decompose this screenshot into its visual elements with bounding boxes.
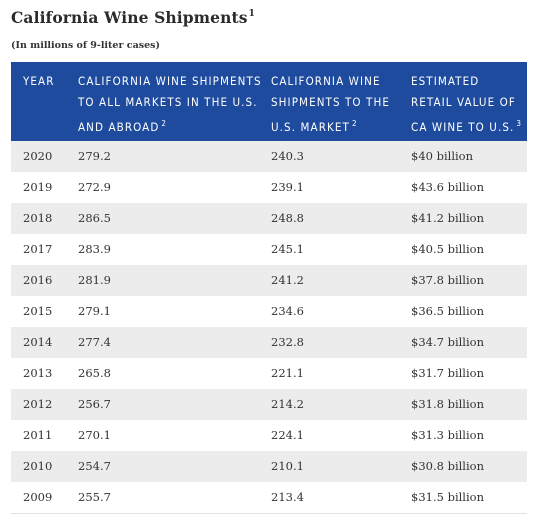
cell-year: 2020 xyxy=(23,149,53,163)
table-row: 2018 286.5 248.8 $41.2 billion xyxy=(11,203,527,234)
table-row: 2016 281.9 241.2 $37.8 billion xyxy=(11,265,527,296)
cell-year: 2011 xyxy=(23,428,53,442)
table-row: 2019 272.9 239.1 $43.6 billion xyxy=(11,172,527,203)
cell-retail-value: $40 billion xyxy=(411,149,474,163)
cell-us-market: 248.8 xyxy=(271,211,304,225)
table-row: 2010 254.7 210.1 $30.8 billion xyxy=(11,451,527,482)
table-row: 2011 270.1 224.1 $31.3 billion xyxy=(11,420,527,451)
cell-retail-value: $40.5 billion xyxy=(411,242,484,256)
column-header-year: YEAR xyxy=(23,74,55,88)
table-row: 2017 283.9 245.1 $40.5 billion xyxy=(11,234,527,265)
cell-retail-value: $34.7 billion xyxy=(411,335,484,349)
column-header-retail-value: ESTIMATED RETAIL VALUE OF CA WINE TO U.S… xyxy=(411,74,521,134)
cell-all-markets: 270.1 xyxy=(78,428,111,442)
cell-us-market: 234.6 xyxy=(271,304,304,318)
footnote-marker: 2 xyxy=(161,119,166,128)
cell-us-market: 210.1 xyxy=(271,459,304,473)
cell-retail-value: $36.5 billion xyxy=(411,304,484,318)
footnote-marker: 2 xyxy=(351,119,357,128)
table-row: 2009 255.7 213.4 $31.5 billion xyxy=(11,482,527,513)
cell-us-market: 221.1 xyxy=(271,366,304,380)
cell-all-markets: 281.9 xyxy=(78,273,111,287)
cell-us-market: 239.1 xyxy=(271,180,304,194)
cell-us-market: 241.2 xyxy=(271,273,304,287)
wine-shipments-table: YEAR CALIFORNIA WINE SHIPMENTS TO ALL MA… xyxy=(11,62,527,513)
footnote-marker: 3 xyxy=(516,119,521,128)
cell-us-market: 240.3 xyxy=(271,149,304,163)
cell-us-market: 213.4 xyxy=(271,490,304,504)
cell-all-markets: 265.8 xyxy=(78,366,111,380)
cell-year: 2016 xyxy=(23,273,53,287)
table-bottom-divider xyxy=(11,513,527,514)
cell-year: 2009 xyxy=(23,490,53,504)
page-title: California Wine Shipments1 xyxy=(11,8,255,27)
cell-all-markets: 279.1 xyxy=(78,304,111,318)
table-row: 2014 277.4 232.8 $34.7 billion xyxy=(11,327,527,358)
cell-retail-value: $31.5 billion xyxy=(411,490,484,504)
table-body: 2020 279.2 240.3 $40 billion 2019 272.9 239.1 $… xyxy=(11,141,527,513)
title-footnote: 1 xyxy=(248,9,255,19)
cell-retail-value: $31.8 billion xyxy=(411,397,484,411)
table-row: 2015 279.1 234.6 $36.5 billion xyxy=(11,296,527,327)
cell-year: 2017 xyxy=(23,242,53,256)
cell-all-markets: 283.9 xyxy=(78,242,111,256)
cell-all-markets: 272.9 xyxy=(78,180,111,194)
cell-year: 2015 xyxy=(23,304,53,318)
cell-us-market: 245.1 xyxy=(271,242,304,256)
cell-year: 2010 xyxy=(23,459,53,473)
cell-year: 2012 xyxy=(23,397,53,411)
cell-retail-value: $37.8 billion xyxy=(411,273,484,287)
cell-retail-value: $41.2 billion xyxy=(411,211,484,225)
table-row: 2020 279.2 240.3 $40 billion xyxy=(11,141,527,172)
cell-all-markets: 256.7 xyxy=(78,397,111,411)
cell-year: 2019 xyxy=(23,180,53,194)
cell-us-market: 232.8 xyxy=(271,335,304,349)
cell-year: 2013 xyxy=(23,366,53,380)
cell-year: 2018 xyxy=(23,211,53,225)
cell-all-markets: 286.5 xyxy=(78,211,111,225)
table-subtitle: (In millions of 9-liter cases) xyxy=(11,40,160,51)
cell-all-markets: 255.7 xyxy=(78,490,111,504)
column-header-us-market: CALIFORNIA WINE SHIPMENTS TO THE U.S. MA… xyxy=(271,74,390,134)
cell-retail-value: $30.8 billion xyxy=(411,459,484,473)
cell-us-market: 224.1 xyxy=(271,428,304,442)
cell-retail-value: $43.6 billion xyxy=(411,180,484,194)
cell-all-markets: 277.4 xyxy=(78,335,111,349)
cell-year: 2014 xyxy=(23,335,53,349)
table-row: 2013 265.8 221.1 $31.7 billion xyxy=(11,358,527,389)
cell-retail-value: $31.3 billion xyxy=(411,428,484,442)
table-row: 2012 256.7 214.2 $31.8 billion xyxy=(11,389,527,420)
column-header-all-markets: CALIFORNIA WINE SHIPMENTS TO ALL MARKETS… xyxy=(78,74,262,134)
cell-all-markets: 254.7 xyxy=(78,459,111,473)
table-header: YEAR CALIFORNIA WINE SHIPMENTS TO ALL MA… xyxy=(11,62,527,141)
cell-retail-value: $31.7 billion xyxy=(411,366,484,380)
cell-us-market: 214.2 xyxy=(271,397,304,411)
cell-all-markets: 279.2 xyxy=(78,149,111,163)
